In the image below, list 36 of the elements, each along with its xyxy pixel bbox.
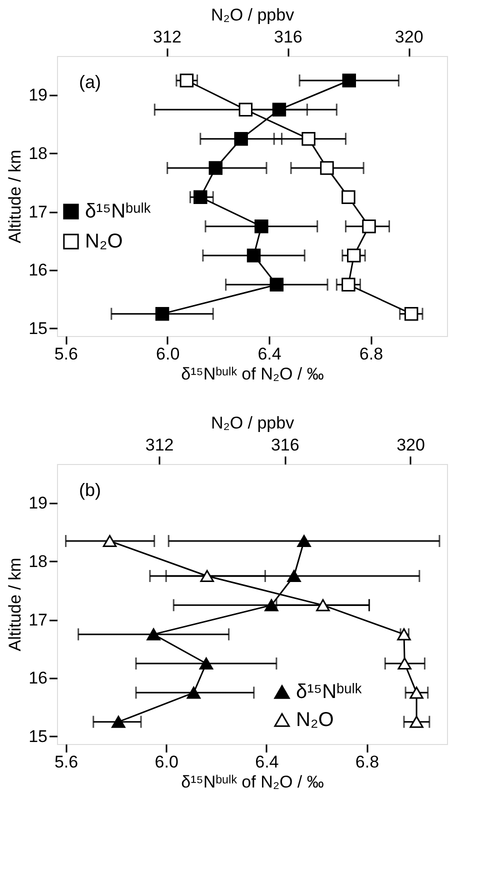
x-tick-label: 6.0 [154,752,178,772]
x2-tick-label: 316 [274,28,302,46]
y-tick-label: 17 [28,202,48,222]
x2-axis-title: N₂O / ppbv [210,414,295,432]
x2-tick-label: 312 [153,28,182,46]
y-tick-label: 18 [28,144,48,163]
x-tick-label: 6.4 [258,344,282,364]
x2-axis-title: N₂O / ppbv [210,6,295,24]
y-tick-label: 17 [28,610,48,630]
legend-label: N₂O [296,709,334,731]
x-tick-label: 6.8 [355,752,380,772]
x-tick-label: 6.4 [255,752,279,772]
annotation: (a) [79,72,101,92]
legend-label: δ¹⁵Nᵇᵘˡᵏ [296,681,362,703]
y-tick-label: 15 [28,726,48,746]
x2-tick-label: 312 [145,436,174,454]
x-tick-label: 5.6 [54,752,78,772]
y-tick-label: 18 [28,552,48,571]
x-axis-title: δ¹⁵Nᵇᵘˡᵏ of N₂O / ‰ [181,772,324,792]
annotation: (b) [79,480,101,500]
y-axis-title: Altitude / km [6,150,25,244]
legend-label: δ¹⁵Nᵇᵘˡᵏ [85,200,151,223]
x-tick-label: 6.0 [156,344,180,364]
x-tick-label: 5.6 [54,344,78,364]
y-tick-label: 15 [28,318,48,338]
x2-tick-label: 320 [394,28,424,46]
x-tick-label: 6.8 [359,344,384,364]
x2-tick-label: 316 [270,436,300,454]
legend-label: N₂O [85,230,123,253]
x2-tick-label: 320 [396,436,425,454]
y-tick-label: 16 [28,260,48,280]
y-tick-label: 16 [28,668,48,688]
y-axis-title: Altitude / km [6,558,25,652]
y-tick-label: 19 [28,494,48,513]
x-axis-title: δ¹⁵Nᵇᵘˡᵏ of N₂O / ‰ [181,364,324,384]
y-tick-label: 19 [28,86,48,105]
